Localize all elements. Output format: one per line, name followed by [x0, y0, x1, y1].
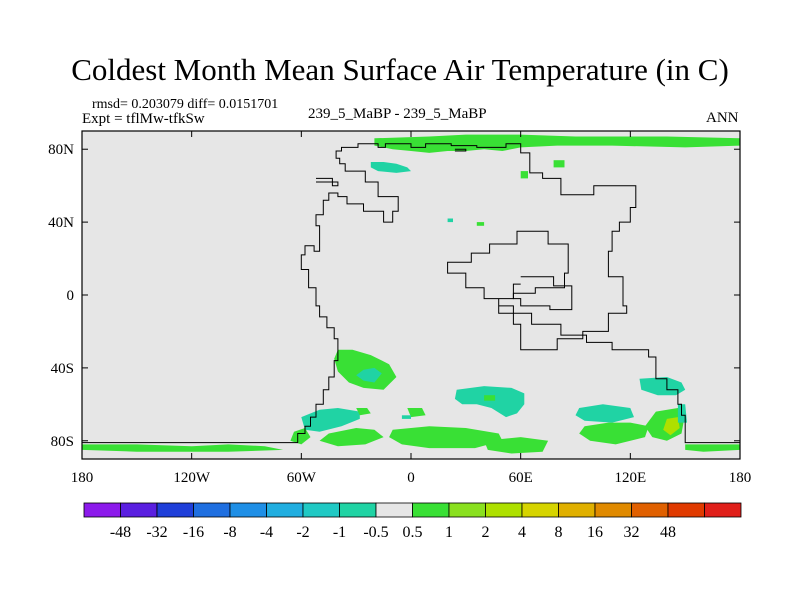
lat-tick-label: 40N: [48, 215, 74, 231]
lon-tick-label: 120W: [173, 470, 211, 486]
colorbar-label: -8: [223, 524, 236, 541]
anomaly-region-sh-green-south-1: [319, 428, 384, 447]
colorbar-label: 16: [587, 524, 603, 541]
lat-tick-label: 80N: [48, 142, 74, 158]
anomaly-region-sh-green-mid-small: [484, 395, 496, 401]
period-label: 239_5_MaBP - 239_5_MaBP: [308, 106, 487, 122]
colorbar-box: [594, 502, 632, 518]
anomaly-region-sh-cyan-mid: [454, 386, 525, 418]
anomaly-region-sh-yellow-east: [663, 417, 680, 436]
colorbar-box: [667, 502, 705, 518]
colorbar-box: [412, 502, 450, 518]
coastline-pangea-outline: [82, 143, 740, 444]
map-axes: 80N 40N 0 40S 80S 180 120W 60W 0 60E 120E 180: [48, 130, 752, 486]
colorbar-label: -0.5: [363, 524, 388, 541]
coastline-arctic-island-west: [316, 177, 339, 187]
lon-tick-label: 0: [407, 470, 415, 486]
plot-title: Coldest Month Mean Surface Air Temperatu…: [71, 52, 729, 87]
coastline-arctic-island-ne: [454, 148, 467, 152]
colorbar-label: -2: [296, 524, 309, 541]
colorbar-box: [375, 502, 413, 518]
colorbar-box: [229, 502, 267, 518]
colorbar-label: -16: [183, 524, 204, 541]
season-label: ANN: [706, 110, 739, 126]
colorbar-box: [156, 502, 194, 518]
colorbar-label: 2: [482, 524, 490, 541]
anomaly-region-sh-cyan-west: [356, 367, 382, 383]
experiment-label: Expt = tflMw-tfkSw: [82, 111, 205, 127]
lat-tick-label: 80S: [51, 434, 74, 450]
colorbar-box: [558, 502, 596, 518]
anomaly-region-sh-green-far-east: [685, 444, 740, 452]
colorbar-box: [120, 502, 158, 518]
colorbar-box: [339, 502, 377, 518]
anomaly-region-arctic-small-2: [553, 160, 565, 168]
lon-tick-label: 180: [71, 470, 94, 486]
colorbar-label: 8: [555, 524, 563, 541]
colorbar-box: [704, 502, 742, 518]
colorbar-box: [193, 502, 231, 518]
rmsd-diff-label: rmsd= 0.203079 diff= 0.0151701: [92, 97, 279, 112]
anomaly-region-sh-green-south-4: [407, 408, 426, 418]
lon-tick-label: 60E: [509, 470, 533, 486]
map-plot-area: [82, 131, 740, 459]
colorbar-box: [485, 502, 523, 518]
colorbar-label: 32: [624, 524, 640, 541]
colorbar-box: [631, 502, 669, 518]
colorbar-label: -1: [333, 524, 346, 541]
colorbar-label: 4: [518, 524, 526, 541]
lon-tick-label: 120E: [614, 470, 646, 486]
anomaly-region-sh-green-south-5: [356, 408, 371, 416]
anomaly-region-sh-green-south-3: [484, 437, 549, 454]
colorbar-box: [83, 502, 121, 518]
colorbar-label: -4: [260, 524, 273, 541]
anomaly-region-sh-green-south-2: [389, 426, 503, 449]
anomaly-region-tethys-small-2: [476, 222, 485, 226]
anomaly-region-arctic-small-1: [520, 171, 528, 179]
colorbar-label: 48: [660, 524, 676, 541]
anomaly-region-sh-cyan-small-2: [401, 415, 411, 419]
colorbar-box: [521, 502, 559, 518]
coastline-inner-bay: [512, 276, 573, 311]
anomaly-region-sh-green-east-1: [579, 422, 649, 445]
colorbar-box: [266, 502, 304, 518]
anomaly-region-sh-green-far-west: [82, 444, 284, 452]
lat-tick-label: 40S: [51, 361, 74, 377]
anomaly-region-sh-cyan-east-2: [639, 377, 686, 396]
colorbar: -48 -32 -16 -8 -4 -2 -1 -0.5 0.5 1 2 4 8 16 32 48: [83, 502, 742, 541]
lon-tick-label: 60W: [287, 470, 317, 486]
colorbar-label: -48: [110, 524, 131, 541]
lon-tick-label: 180: [729, 470, 752, 486]
lat-tick-label: 0: [67, 288, 75, 304]
anomaly-region-sh-cyan-east-1: [575, 404, 634, 423]
anomaly-region-arctic-band: [374, 134, 740, 153]
colorbar-box: [448, 502, 486, 518]
colorbar-label: 1: [445, 524, 453, 541]
anomaly-region-tethys-small-1: [447, 218, 453, 223]
colorbar-label: 0.5: [403, 524, 423, 541]
anomaly-region-arctic-cyan-patch: [370, 162, 411, 173]
colorbar-box: [302, 502, 340, 518]
colorbar-label: -32: [146, 524, 167, 541]
